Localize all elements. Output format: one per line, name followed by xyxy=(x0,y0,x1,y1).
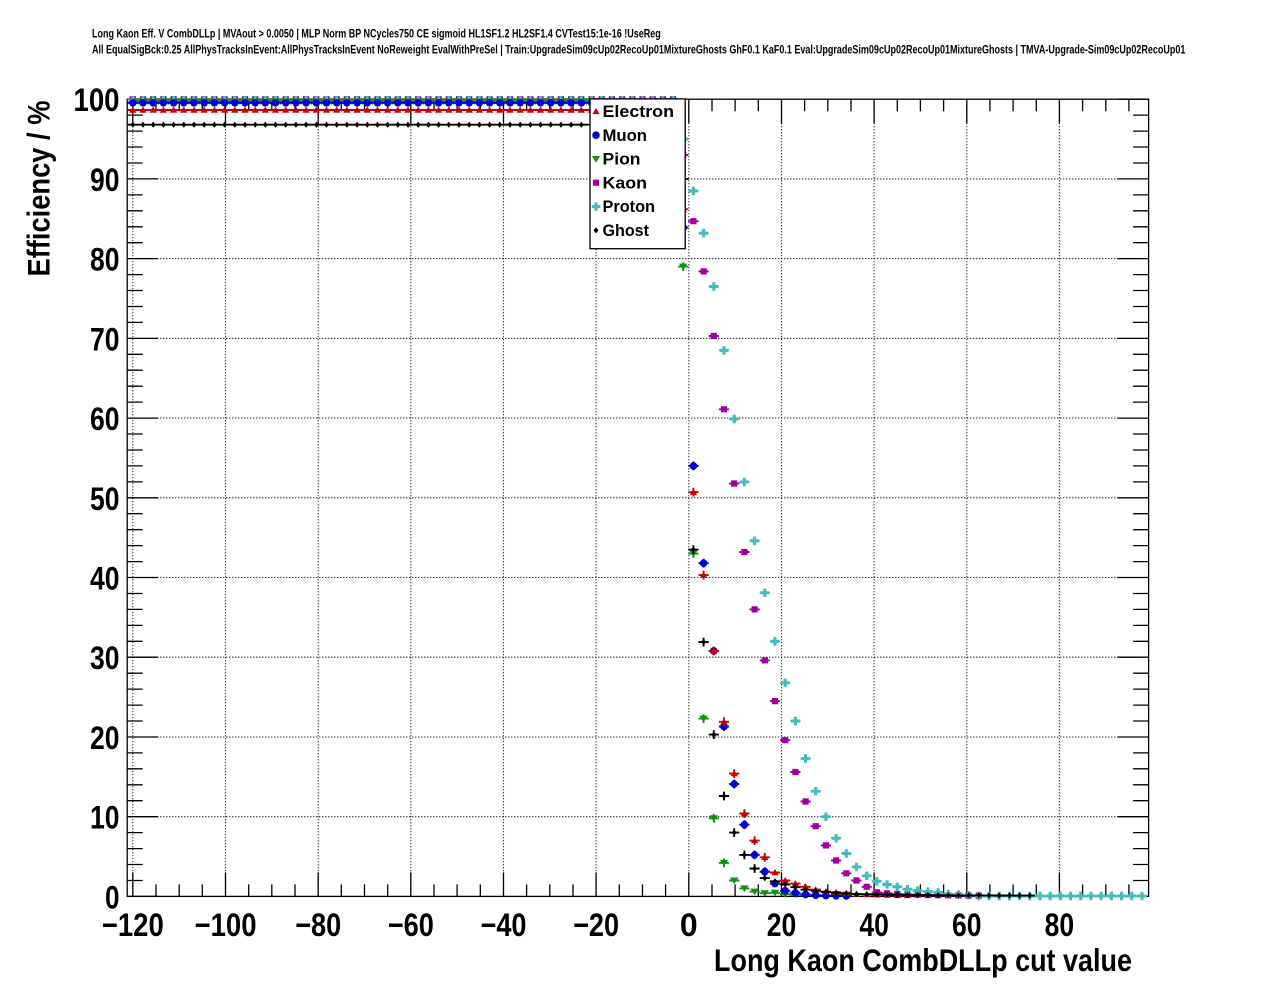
svg-text:Long Kaon CombDLLp cut value: Long Kaon CombDLLp cut value xyxy=(714,942,1132,978)
svg-text:Muon: Muon xyxy=(603,127,648,145)
svg-text:60: 60 xyxy=(90,401,120,437)
svg-text:−20: −20 xyxy=(573,907,619,943)
svg-text:Efficiency / %: Efficiency / % xyxy=(21,101,57,277)
svg-text:−60: −60 xyxy=(388,907,434,943)
svg-text:100: 100 xyxy=(74,82,120,118)
svg-text:Proton: Proton xyxy=(603,198,656,216)
svg-text:90: 90 xyxy=(90,162,120,198)
svg-text:80: 80 xyxy=(1045,907,1075,943)
svg-text:70: 70 xyxy=(90,321,120,357)
svg-text:20: 20 xyxy=(767,907,797,943)
svg-text:20: 20 xyxy=(90,720,120,756)
svg-text:−40: −40 xyxy=(481,907,527,943)
svg-text:Kaon: Kaon xyxy=(603,174,648,192)
svg-text:30: 30 xyxy=(90,640,120,676)
svg-text:0: 0 xyxy=(105,879,120,915)
svg-text:Pion: Pion xyxy=(603,151,641,169)
svg-text:Electron: Electron xyxy=(603,103,675,121)
svg-text:40: 40 xyxy=(90,561,120,597)
svg-text:−120: −120 xyxy=(102,907,164,943)
svg-text:50: 50 xyxy=(90,481,120,517)
svg-text:0: 0 xyxy=(680,907,698,943)
svg-text:10: 10 xyxy=(90,800,120,836)
svg-text:−80: −80 xyxy=(295,907,341,943)
svg-text:−100: −100 xyxy=(195,907,257,943)
svg-text:80: 80 xyxy=(90,242,120,278)
svg-text:All EqualSigBck:0.25 AllPhysTr: All EqualSigBck:0.25 AllPhysTracksInEven… xyxy=(92,43,1186,56)
svg-text:40: 40 xyxy=(859,907,889,943)
svg-text:Long Kaon Eff. V CombDLLp | MV: Long Kaon Eff. V CombDLLp | MVAout > 0.0… xyxy=(92,27,661,40)
svg-text:Ghost: Ghost xyxy=(603,222,650,240)
svg-text:60: 60 xyxy=(952,907,982,943)
